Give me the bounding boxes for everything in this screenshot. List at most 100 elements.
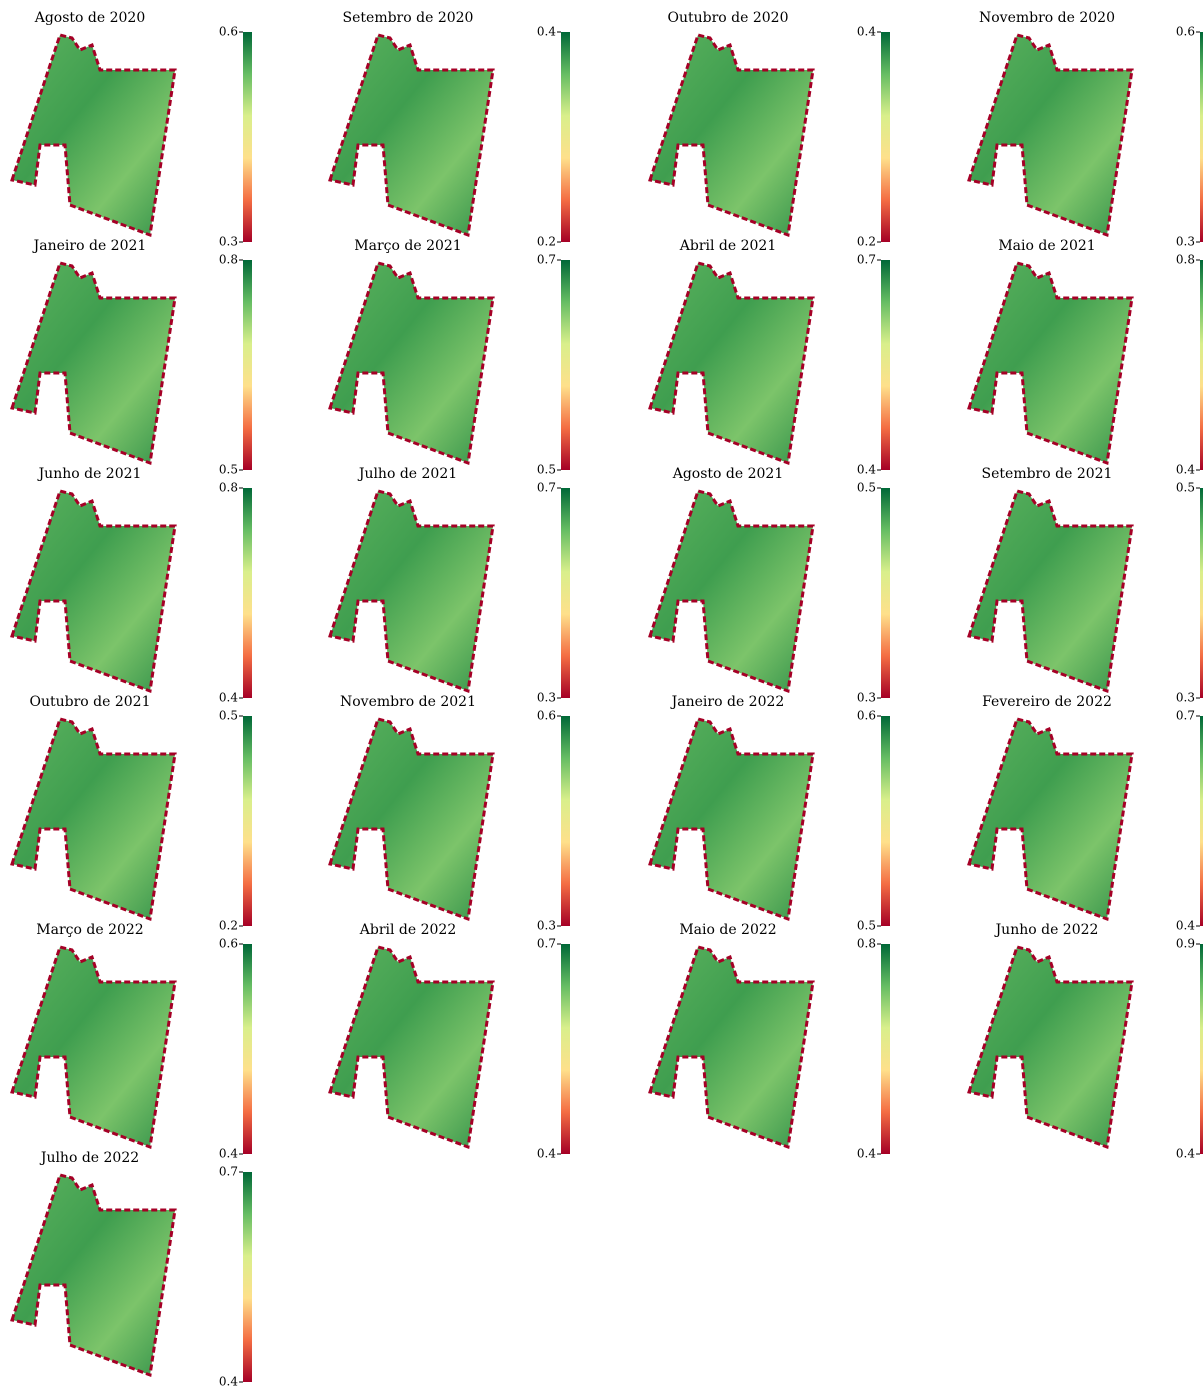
panel-title: Julho de 2021 <box>357 466 457 482</box>
field-map <box>969 947 1132 1147</box>
colorbar-tick-label: 0.5 <box>1176 481 1195 495</box>
field-map <box>650 35 813 235</box>
colorbar <box>881 260 890 470</box>
colorbar-tick-label: 0.3 <box>1176 235 1195 249</box>
colorbar-tick-label: 0.7 <box>219 1165 238 1179</box>
colorbar <box>881 944 890 1154</box>
colorbar <box>243 32 252 242</box>
colorbar-tick-label: 0.4 <box>857 25 876 39</box>
colorbar-tick-label: 0.4 <box>857 463 876 477</box>
colorbar-tick-label: 0.5 <box>219 463 238 477</box>
field-map <box>12 491 175 691</box>
colorbar-tick-label: 0.8 <box>219 253 238 267</box>
colorbar-tick-label: 0.2 <box>857 235 876 249</box>
colorbar <box>561 716 570 926</box>
panel-title: Março de 2021 <box>354 238 461 254</box>
panel-title: Setembro de 2020 <box>343 10 474 26</box>
colorbar-tick-label: 0.7 <box>1176 709 1195 723</box>
field-map <box>12 35 175 235</box>
colorbar-tick-label: 0.4 <box>219 1147 238 1161</box>
field-map <box>650 491 813 691</box>
field-map <box>12 719 175 919</box>
field-map <box>12 263 175 463</box>
colorbar-tick-label: 0.4 <box>219 1375 238 1388</box>
colorbar-tick-label: 0.3 <box>537 691 556 705</box>
colorbar <box>881 488 890 698</box>
colorbar-tick-label: 0.7 <box>537 253 556 267</box>
colorbar-tick-label: 0.7 <box>537 481 556 495</box>
colorbar-tick-label: 0.6 <box>219 937 238 951</box>
colorbar <box>561 260 570 470</box>
panel-title: Outubro de 2021 <box>30 694 151 710</box>
panel-title: Maio de 2021 <box>998 238 1095 254</box>
field-map <box>12 1175 175 1375</box>
colorbar-tick-label: 0.7 <box>857 253 876 267</box>
field-map <box>969 719 1132 919</box>
field-map <box>969 263 1132 463</box>
colorbar <box>243 944 252 1154</box>
panel-title: Junho de 2021 <box>37 466 142 482</box>
field-map <box>650 947 813 1147</box>
panel-title: Junho de 2022 <box>994 922 1099 938</box>
colorbar-tick-label: 0.8 <box>857 937 876 951</box>
colorbar <box>243 1172 252 1382</box>
panel-title: Agosto de 2021 <box>672 466 784 482</box>
colorbar-tick-label: 0.3 <box>537 919 556 933</box>
field-map <box>330 491 493 691</box>
field-map <box>330 719 493 919</box>
field-map <box>330 263 493 463</box>
colorbar <box>561 32 570 242</box>
colorbar <box>243 488 252 698</box>
colorbar <box>243 260 252 470</box>
colorbar-tick-label: 0.4 <box>1176 1147 1195 1161</box>
panel-title: Fevereiro de 2022 <box>982 694 1112 710</box>
colorbar-tick-label: 0.3 <box>1176 691 1195 705</box>
panel-title: Maio de 2022 <box>679 922 776 938</box>
colorbar-tick-label: 0.4 <box>537 1147 556 1161</box>
field-map <box>650 263 813 463</box>
colorbar-tick-label: 0.4 <box>1176 463 1195 477</box>
colorbar <box>881 32 890 242</box>
colorbar <box>243 716 252 926</box>
colorbar-tick-label: 0.8 <box>219 481 238 495</box>
field-map <box>650 719 813 919</box>
colorbar-tick-label: 0.9 <box>1176 937 1195 951</box>
colorbar-tick-label: 0.6 <box>1176 25 1195 39</box>
panel-title: Julho de 2022 <box>39 1150 139 1166</box>
colorbar-tick-label: 0.5 <box>537 463 556 477</box>
panel-title: Novembro de 2020 <box>979 10 1115 26</box>
colorbar-tick-label: 0.6 <box>857 709 876 723</box>
colorbar-tick-label: 0.4 <box>537 25 556 39</box>
colorbar-tick-label: 0.4 <box>219 691 238 705</box>
panel-title: Janeiro de 2022 <box>670 694 785 710</box>
field-map <box>969 491 1132 691</box>
colorbar-tick-label: 0.5 <box>219 709 238 723</box>
panel-title: Março de 2022 <box>36 922 143 938</box>
field-map <box>12 947 175 1147</box>
colorbar-tick-label: 0.3 <box>857 691 876 705</box>
colorbar-tick-label: 0.8 <box>1176 253 1195 267</box>
colorbar-tick-label: 0.2 <box>219 919 238 933</box>
colorbar-tick-label: 0.6 <box>537 709 556 723</box>
panel-title: Agosto de 2020 <box>34 10 146 26</box>
field-map <box>969 35 1132 235</box>
colorbar-tick-label: 0.6 <box>219 25 238 39</box>
panel-title: Abril de 2021 <box>679 238 777 254</box>
panel-title: Setembro de 2021 <box>982 466 1113 482</box>
colorbar-tick-label: 0.2 <box>537 235 556 249</box>
colorbar <box>561 944 570 1154</box>
colorbar-tick-label: 0.4 <box>1176 919 1195 933</box>
colorbar-tick-label: 0.3 <box>219 235 238 249</box>
colorbar-tick-label: 0.7 <box>537 937 556 951</box>
colorbar-tick-label: 0.4 <box>857 1147 876 1161</box>
panel-title: Novembro de 2021 <box>340 694 476 710</box>
panel-title: Janeiro de 2021 <box>32 238 147 254</box>
colorbar-tick-label: 0.5 <box>857 919 876 933</box>
field-map <box>330 35 493 235</box>
field-map <box>330 947 493 1147</box>
panel-title: Abril de 2022 <box>359 922 457 938</box>
colorbar <box>881 716 890 926</box>
figure: Agosto de 2020 0.3 0.6 Setembro de 2020 0.2 0… <box>0 0 1203 1388</box>
colorbar-tick-label: 0.5 <box>857 481 876 495</box>
colorbar <box>561 488 570 698</box>
